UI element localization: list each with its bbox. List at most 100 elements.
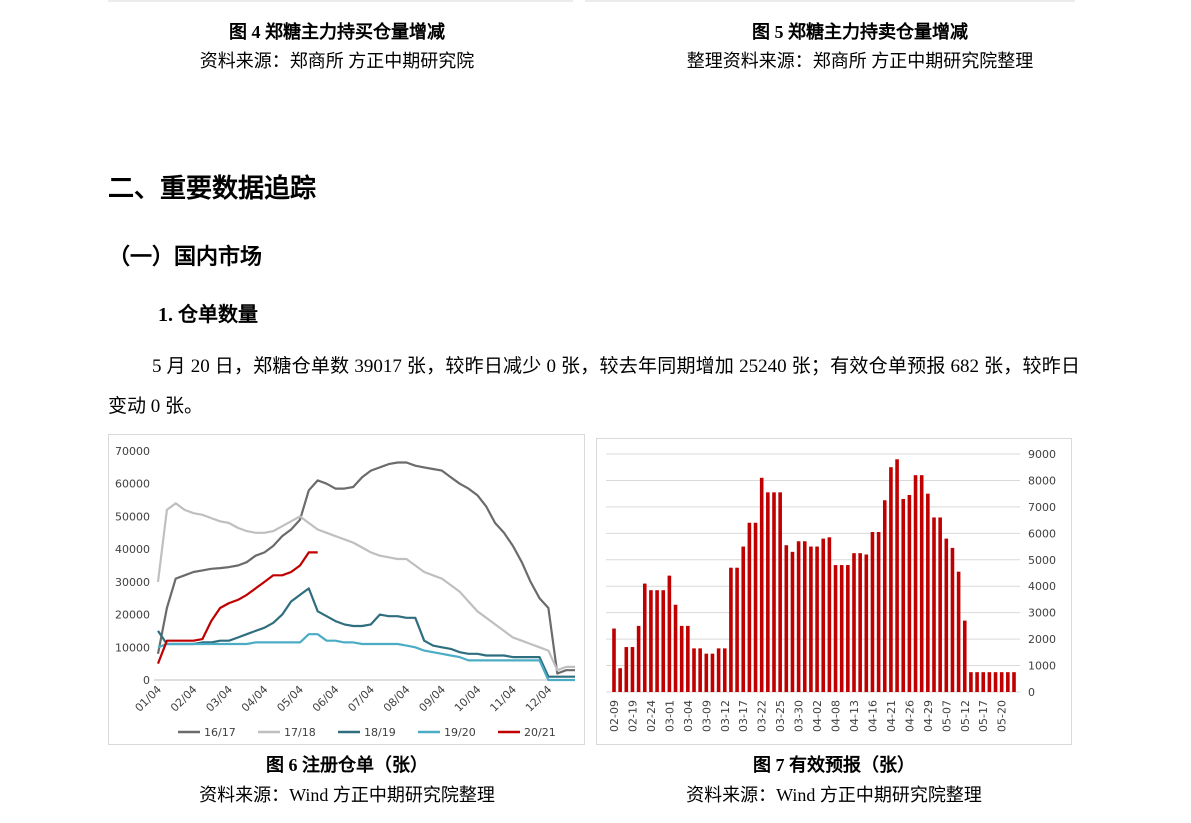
figure-caption: 图 4 郑糖主力持买仓量增减 <box>229 22 445 42</box>
chart-frame <box>596 438 1072 745</box>
bar <box>858 553 862 692</box>
bar <box>815 546 819 692</box>
bar <box>999 672 1004 692</box>
x-tick-label: 10/04 <box>452 683 484 715</box>
bar <box>790 551 795 692</box>
bar <box>612 628 616 692</box>
y-tick-label: 40000 <box>115 543 150 556</box>
y-tick-label: 50000 <box>115 510 150 523</box>
x-tick-label: 03-17 <box>737 700 750 732</box>
x-tick-label: 03-04 <box>682 700 695 732</box>
figure-source: 资料来源：郑商所 方正中期研究院 <box>199 51 475 71</box>
bar <box>679 625 684 692</box>
legend-label: 19/20 <box>444 726 476 739</box>
bar <box>882 500 887 692</box>
bar <box>901 498 906 692</box>
chart-caption: 图 6 注册仓单（张） <box>266 755 428 775</box>
bar <box>950 547 955 692</box>
bar <box>938 517 942 692</box>
paragraph: 5 月 20 日，郑糖仓单数 39017 张，较昨日减少 0 张，较去年同期增加… <box>108 356 1080 417</box>
bar <box>698 648 702 692</box>
bar <box>636 625 641 692</box>
bar <box>710 653 715 692</box>
figure-source: 整理资料来源：郑商所 方正中期研究院整理 <box>686 51 1034 71</box>
bar <box>969 672 973 692</box>
bar <box>649 590 653 692</box>
y-tick-label: 2000 <box>1028 633 1056 646</box>
y-tick-label: 3000 <box>1028 607 1056 620</box>
x-tick-label: 04-13 <box>848 700 861 732</box>
bar <box>944 538 949 692</box>
line-series <box>156 461 575 675</box>
x-tick-label: 03-09 <box>700 700 713 732</box>
bar <box>846 565 850 692</box>
item-title: 1. 仓单数量 <box>158 304 258 326</box>
bar <box>809 546 813 692</box>
figure-caption: 图 5 郑糖主力持卖仓量增减 <box>752 22 968 42</box>
y-tick-label: 5000 <box>1028 554 1056 567</box>
bar <box>716 648 721 692</box>
bar <box>778 492 782 692</box>
bar <box>956 571 961 692</box>
bar <box>735 567 739 692</box>
bar <box>796 541 801 692</box>
bar <box>802 541 807 692</box>
bar <box>839 565 844 692</box>
chart-source: 资料来源：Wind 方正中期研究院整理 <box>686 785 982 805</box>
bar <box>833 565 838 692</box>
bar <box>913 475 918 692</box>
bar <box>759 477 764 692</box>
x-tick-label: 03-30 <box>793 700 806 732</box>
bar <box>673 604 678 692</box>
x-tick-label: 03-22 <box>756 700 769 732</box>
legend-label: 17/18 <box>284 726 316 739</box>
bar <box>624 647 629 692</box>
bar <box>686 625 690 692</box>
x-tick-label: 04-02 <box>811 700 824 732</box>
bar <box>618 668 622 692</box>
x-tick-label: 04-29 <box>922 700 935 732</box>
x-tick-label: 01/04 <box>133 683 165 715</box>
x-tick-label: 07/04 <box>345 683 377 715</box>
bar <box>667 575 672 692</box>
bar <box>766 492 770 692</box>
bar <box>926 493 930 692</box>
x-tick-label: 09/04 <box>416 683 448 715</box>
bar <box>1006 672 1010 692</box>
x-tick-label: 05/04 <box>274 683 306 715</box>
bar <box>827 537 832 692</box>
line-series <box>156 551 318 664</box>
y-tick-label: 10000 <box>115 641 150 654</box>
x-tick-label: 12/04 <box>523 683 555 715</box>
x-tick-label: 05-12 <box>959 700 972 732</box>
x-tick-label: 02-09 <box>608 700 621 732</box>
line-series <box>157 633 575 682</box>
x-tick-label: 05-20 <box>996 700 1009 732</box>
bar <box>876 532 881 692</box>
x-tick-label: 02/04 <box>168 683 200 715</box>
subsection-title: （一）国内市场 <box>108 244 263 269</box>
x-tick-label: 02-24 <box>645 700 658 732</box>
x-tick-label: 05-17 <box>977 700 990 732</box>
chart-frame <box>108 434 585 745</box>
bar <box>870 532 875 692</box>
bar <box>932 517 936 692</box>
bar <box>962 620 967 692</box>
x-tick-label: 04-21 <box>885 700 898 732</box>
bar <box>889 467 893 692</box>
line-series <box>156 502 575 672</box>
bar <box>630 647 635 692</box>
bar <box>655 590 659 692</box>
bar <box>852 553 856 692</box>
y-tick-label: 0 <box>1028 686 1035 699</box>
x-tick-label: 04/04 <box>239 683 271 715</box>
chart-caption: 图 7 有效预报（张） <box>753 755 915 775</box>
y-tick-label: 30000 <box>115 576 150 589</box>
x-tick-label: 06/04 <box>310 683 342 715</box>
x-tick-label: 11/04 <box>487 683 519 715</box>
x-tick-label: 04-08 <box>830 700 843 732</box>
y-tick-label: 0 <box>143 674 150 687</box>
legend-label: 16/17 <box>204 726 236 739</box>
x-tick-label: 02-19 <box>626 700 639 732</box>
x-tick-label: 04-26 <box>903 700 916 732</box>
